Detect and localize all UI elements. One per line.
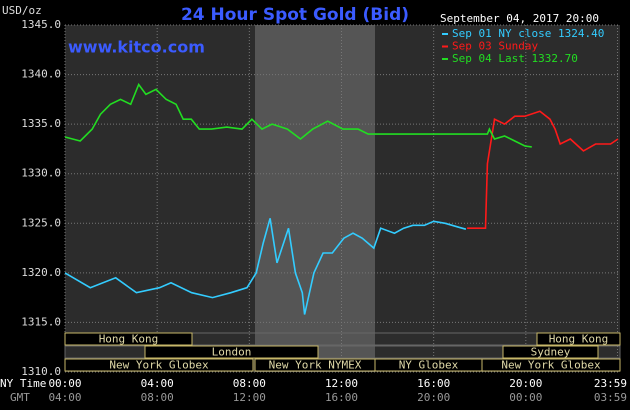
x2-tick-label: 03:59: [594, 391, 627, 404]
y-tick-label: 1315.0: [21, 315, 61, 328]
x-tick-label: 04:00: [141, 377, 174, 390]
market-label: NY Globex: [399, 359, 459, 372]
market-bar: [536, 332, 621, 346]
market-bar: [481, 358, 621, 372]
x2-tick-label: 04:00: [48, 391, 81, 404]
series-line: [64, 82, 532, 148]
x-tick-label: 12:00: [325, 377, 358, 390]
y-tick-label: 1345.0: [21, 18, 61, 31]
x2-tick-label: 00:00: [509, 391, 542, 404]
x-axis-label: NY Time: [0, 377, 46, 390]
series-line: [64, 218, 467, 315]
website: www.kitco.com: [68, 38, 205, 57]
x2-tick-label: 16:00: [325, 391, 358, 404]
market-label: London: [212, 346, 252, 359]
market-bar: [502, 345, 599, 359]
legend-entry: Sep 03 Sunday: [452, 40, 538, 53]
x2-axis-label: GMT: [10, 391, 30, 404]
y-tick-label: 1335.0: [21, 117, 61, 130]
chart-title: 24 Hour Spot Gold (Bid): [181, 5, 409, 25]
y-tick-label: 1310.0: [21, 365, 61, 378]
market-bar: [64, 358, 254, 372]
y-tick-label: 1325.0: [21, 216, 61, 229]
y-tick-label: 1330.0: [21, 167, 61, 180]
market-label: Hong Kong: [99, 333, 159, 346]
legend-entry: Sep 01 NY close 1324.40: [452, 27, 604, 40]
y-tick-label: 1320.0: [21, 266, 61, 279]
market-label: New York Globex: [501, 359, 601, 372]
x2-tick-label: 20:00: [417, 391, 450, 404]
x-tick-label: 16:00: [417, 377, 450, 390]
timestamp: September 04, 2017 20:00: [440, 12, 599, 25]
market-label: Hong Kong: [549, 333, 609, 346]
market-bar: [144, 345, 319, 359]
x-tick-label: 23:59: [594, 377, 627, 390]
x2-tick-label: 08:00: [141, 391, 174, 404]
x-tick-label: 08:00: [233, 377, 266, 390]
session-shade: [255, 25, 375, 372]
x2-tick-label: 12:00: [233, 391, 266, 404]
legend-entry: Sep 04 Last 1332.70: [452, 52, 578, 65]
market-row: [64, 345, 621, 359]
market-label: New York Globex: [109, 359, 209, 372]
x-tick-label: 00:00: [48, 377, 81, 390]
market-label: Sydney: [531, 346, 571, 359]
market-bar: [64, 332, 193, 346]
x-tick-label: 20:00: [509, 377, 542, 390]
y-tick-label: 1340.0: [21, 68, 61, 81]
market-label: New York NYMEX: [269, 359, 362, 372]
y-axis-label: USD/oz: [2, 4, 42, 17]
series-line: [467, 110, 619, 229]
